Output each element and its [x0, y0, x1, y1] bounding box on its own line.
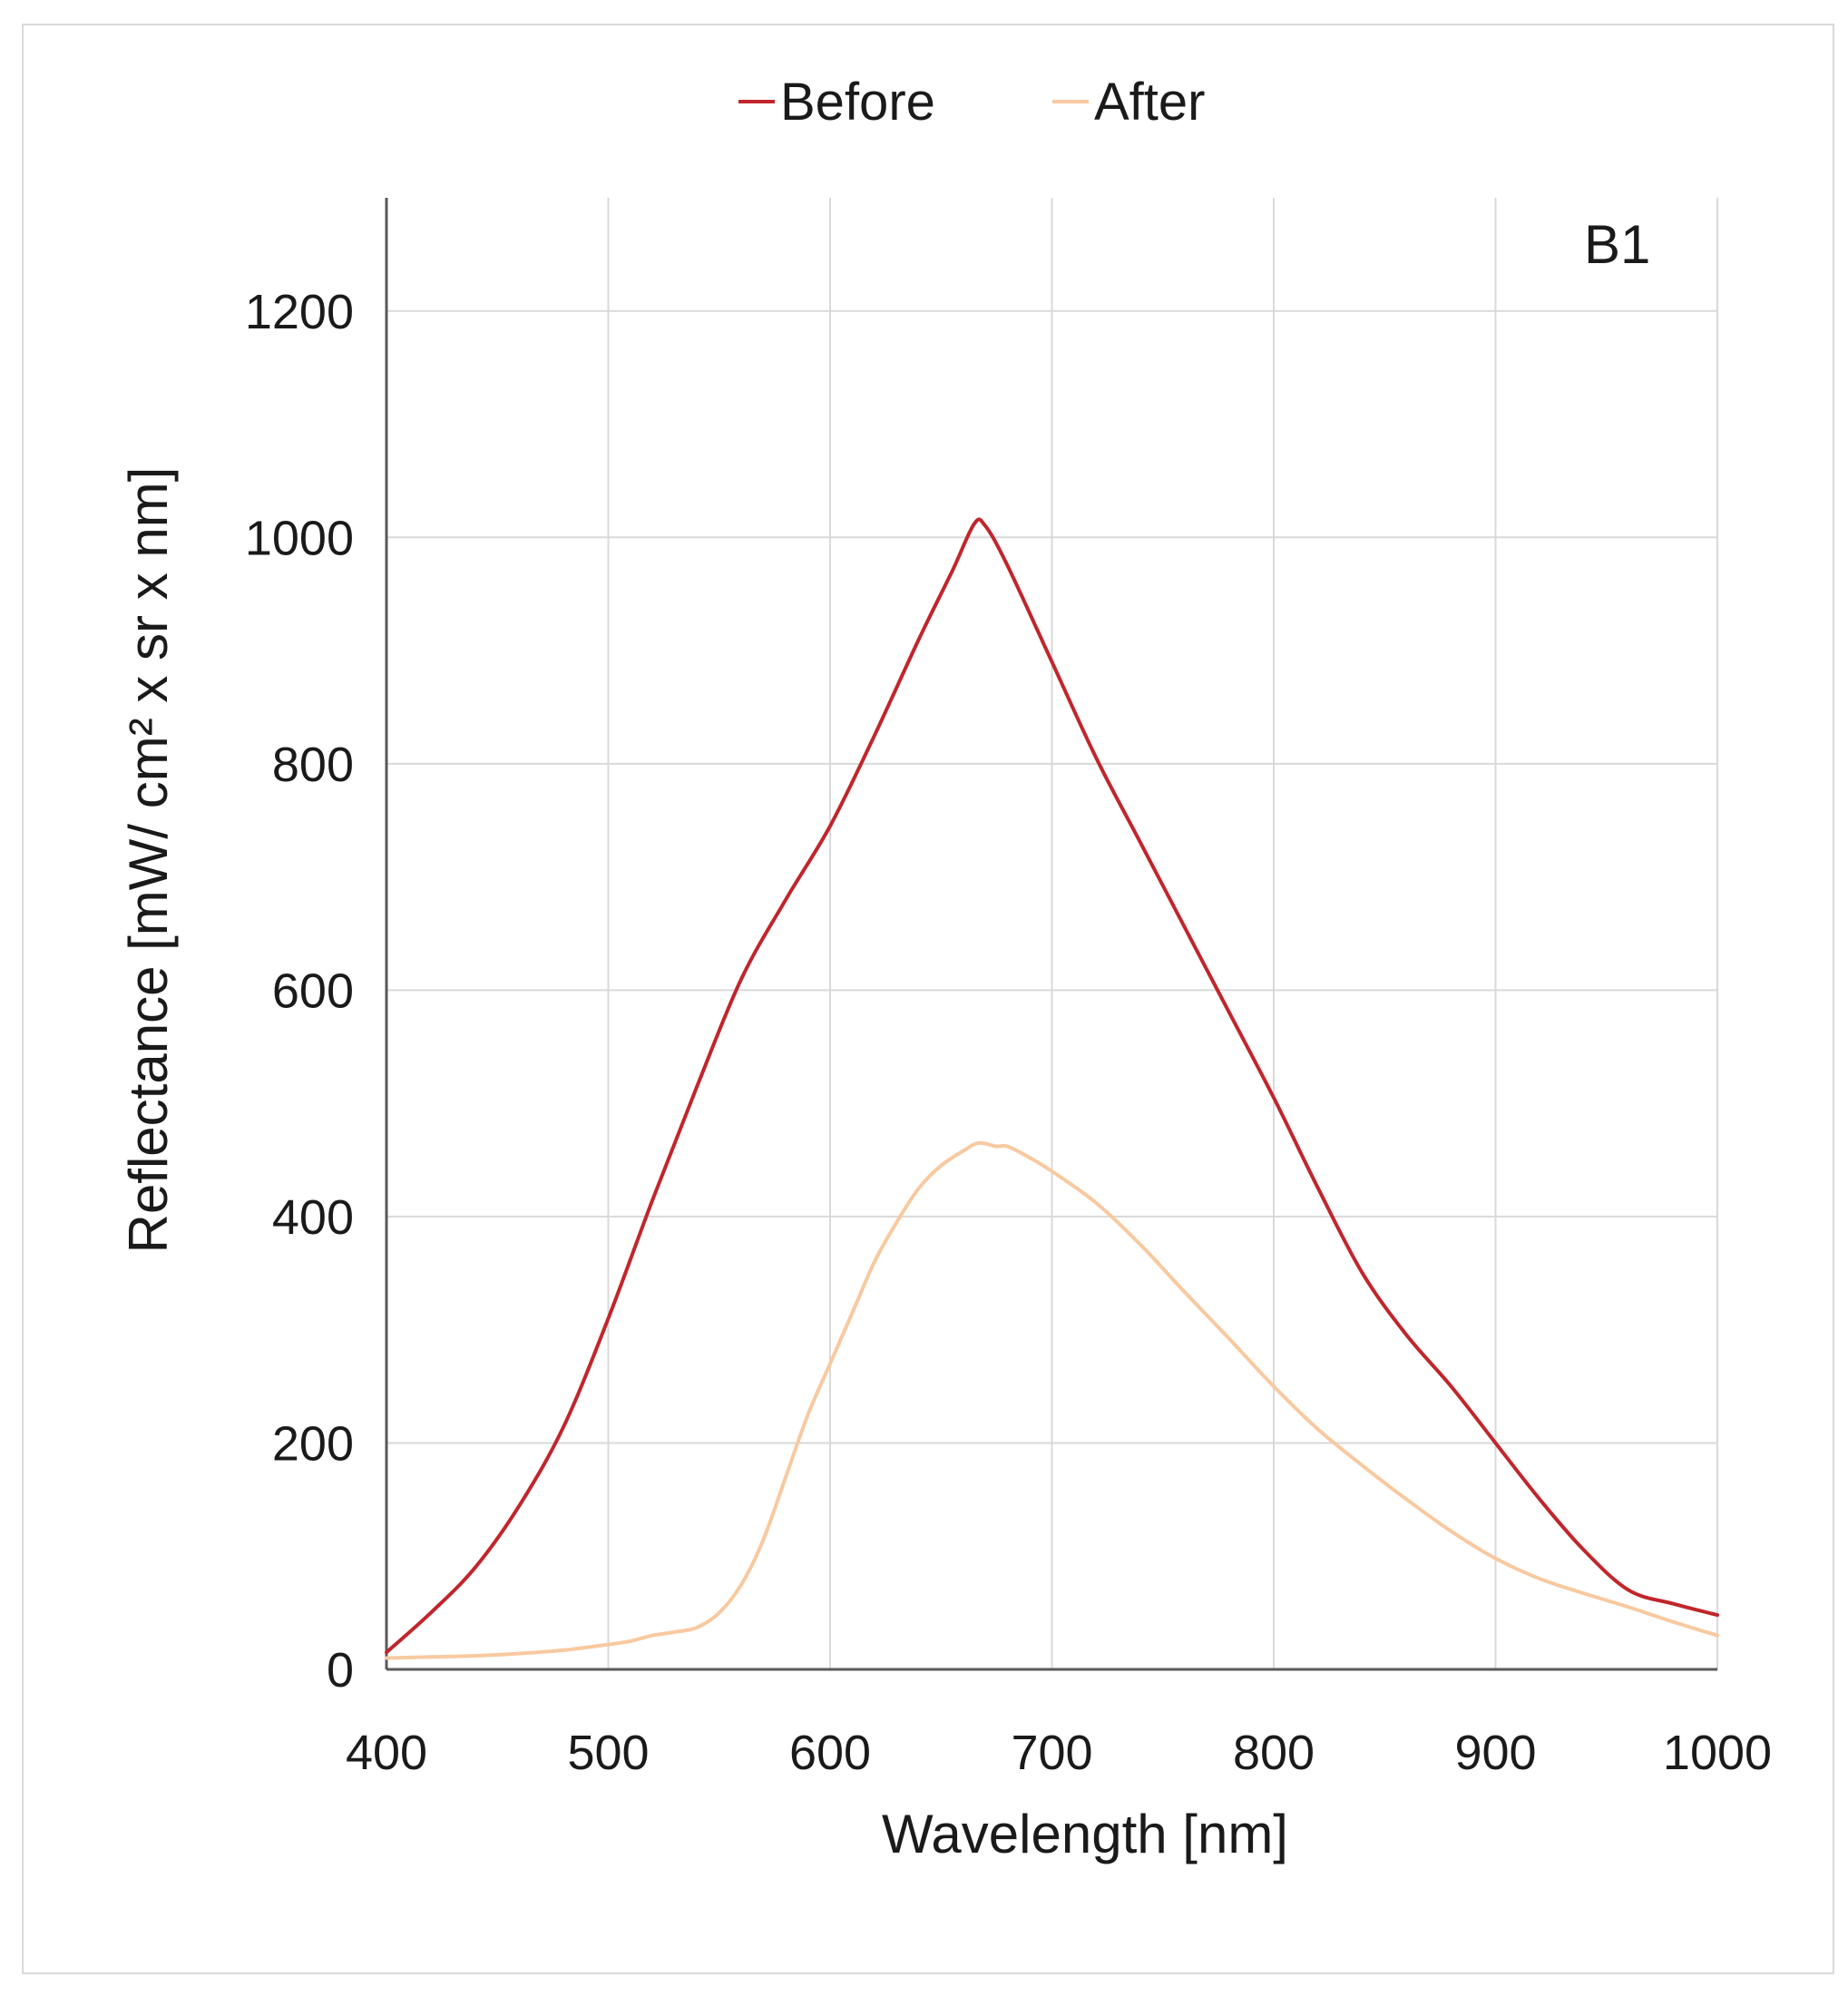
series-line-after: [385, 1140, 1719, 1660]
x-tick-label: 500: [567, 1726, 649, 1780]
tick-layer: 400 500 600 700 800 900 1000 0 200 400 600 800 1000 1…: [245, 285, 1772, 1780]
x-tick-label: 800: [1233, 1726, 1315, 1780]
series-line-before: [385, 517, 1719, 1655]
y-tick-label: 800: [272, 738, 354, 792]
legend: Before After: [738, 73, 1206, 132]
y-axis-title: Reflectance [mW/ cm² x sr x nm]: [118, 467, 179, 1254]
grid-layer: [386, 198, 1718, 1669]
y-tick-label: 400: [272, 1190, 354, 1245]
x-tick-label: 400: [346, 1726, 427, 1780]
x-tick-label: 700: [1011, 1726, 1092, 1780]
y-tick-label: 1200: [245, 285, 354, 339]
series-layer: [385, 517, 1719, 1660]
x-tick-label: 900: [1454, 1726, 1536, 1780]
y-tick-label: 600: [272, 964, 354, 1018]
y-tick-label: 0: [327, 1643, 354, 1698]
axis-layer: [385, 198, 1717, 1671]
legend-label-after: After: [1094, 73, 1206, 132]
chart-frame: 400 500 600 700 800 900 1000 0 200 400 600 800 1000 1…: [22, 24, 1834, 1974]
x-axis-title: Wavelength [nm]: [882, 1804, 1288, 1864]
legend-label-before: Before: [780, 73, 935, 132]
y-tick-label: 200: [272, 1416, 354, 1471]
y-tick-label: 1000: [245, 511, 354, 565]
x-tick-label: 1000: [1663, 1726, 1772, 1780]
reflectance-chart: 400 500 600 700 800 900 1000 0 200 400 600 800 1000 1…: [118, 73, 1772, 1864]
panel-annotation: B1: [1584, 214, 1650, 275]
x-tick-label: 600: [789, 1726, 871, 1780]
